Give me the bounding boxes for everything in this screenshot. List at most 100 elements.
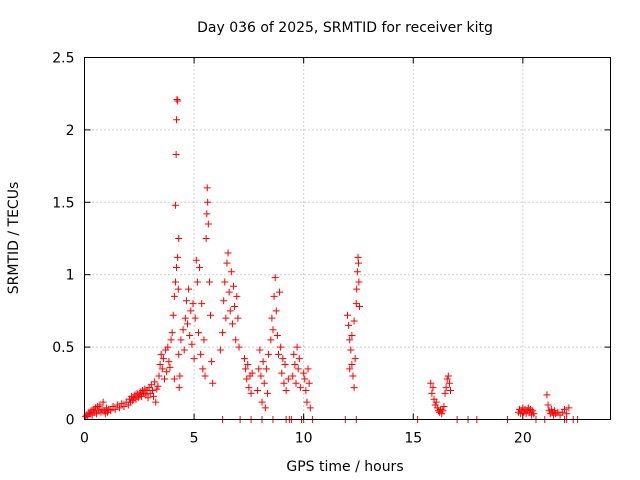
data-point — [107, 407, 115, 415]
data-point — [230, 282, 238, 290]
data-point — [447, 387, 455, 395]
data-point — [207, 311, 215, 319]
data-point — [280, 379, 288, 387]
data-point — [264, 389, 272, 397]
x-tick-label: 5 — [190, 431, 199, 447]
data-point — [175, 384, 183, 392]
data-point — [276, 288, 284, 296]
data-point — [565, 404, 573, 412]
data-point — [348, 332, 356, 340]
data-point — [301, 375, 309, 383]
data-point — [159, 355, 167, 363]
data-point — [209, 379, 217, 387]
data-point — [294, 365, 302, 373]
data-point — [261, 404, 269, 412]
data-point — [295, 355, 303, 363]
data-point — [227, 268, 235, 276]
data-points — [82, 95, 582, 423]
data-point — [177, 336, 185, 344]
y-tick-label: 2.5 — [52, 51, 74, 67]
data-point — [203, 210, 211, 218]
data-point — [185, 285, 193, 293]
data-point — [344, 311, 351, 319]
data-point — [216, 346, 224, 354]
data-point — [234, 314, 242, 322]
data-point — [346, 365, 354, 373]
data-point — [350, 317, 358, 325]
data-point — [203, 184, 211, 192]
data-point — [267, 336, 275, 344]
data-point — [258, 398, 266, 406]
data-point — [272, 307, 280, 315]
axis-ticks: 0 0.5 1 1.5 2 2.5 0 5 10 15 20 — [52, 51, 611, 447]
data-point — [292, 379, 300, 387]
data-point — [255, 365, 263, 373]
data-point — [96, 401, 104, 409]
data-point — [157, 350, 165, 358]
data-point — [442, 384, 450, 392]
data-point — [282, 387, 290, 395]
data-point — [179, 326, 187, 334]
data-point — [244, 360, 252, 368]
data-point — [278, 369, 286, 377]
data-point — [175, 350, 183, 358]
data-point — [273, 332, 281, 340]
data-point — [271, 274, 279, 282]
data-point — [148, 387, 156, 395]
data-point — [529, 407, 537, 415]
data-point — [231, 303, 239, 311]
data-point — [439, 407, 447, 415]
data-point — [104, 408, 112, 416]
data-point — [144, 394, 152, 402]
data-point — [99, 398, 107, 406]
data-point — [176, 372, 184, 380]
x-tick-label: 20 — [514, 431, 532, 447]
data-point — [347, 346, 355, 354]
data-point — [232, 336, 240, 344]
data-point — [175, 235, 183, 242]
data-point — [432, 398, 440, 406]
data-point — [560, 405, 568, 413]
data-point — [281, 360, 289, 368]
data-point — [134, 394, 142, 402]
data-point — [171, 278, 179, 286]
chart-title: Day 036 of 2025, SRMTID for receiver kit… — [197, 20, 493, 36]
data-point — [200, 336, 208, 344]
data-point — [300, 369, 308, 377]
data-point — [438, 410, 446, 418]
data-point — [116, 404, 124, 412]
data-point — [174, 253, 182, 261]
data-point — [163, 368, 171, 376]
data-point — [306, 404, 314, 412]
data-point — [155, 372, 163, 380]
x-tick-label: 0 — [80, 431, 89, 447]
data-point — [269, 326, 277, 334]
y-tick-label: 1.5 — [52, 195, 74, 211]
data-point — [174, 97, 182, 105]
data-point — [180, 346, 188, 354]
data-point — [170, 292, 178, 300]
data-point — [302, 387, 310, 395]
data-point — [174, 285, 182, 293]
data-point — [353, 285, 361, 293]
data-point — [254, 387, 262, 395]
data-point — [201, 372, 209, 380]
data-point — [277, 343, 285, 351]
data-point — [111, 405, 119, 413]
data-point — [428, 389, 436, 397]
data-point — [354, 259, 362, 267]
data-point — [305, 379, 313, 387]
data-point — [198, 300, 206, 308]
data-point — [189, 300, 197, 308]
data-point — [270, 292, 278, 300]
data-point — [274, 350, 282, 358]
data-point — [262, 365, 270, 373]
data-point — [351, 355, 359, 363]
data-point — [243, 375, 251, 383]
data-point — [349, 372, 357, 380]
data-point — [265, 350, 273, 358]
data-point — [350, 384, 358, 392]
data-point — [219, 329, 227, 337]
data-point — [194, 329, 202, 337]
